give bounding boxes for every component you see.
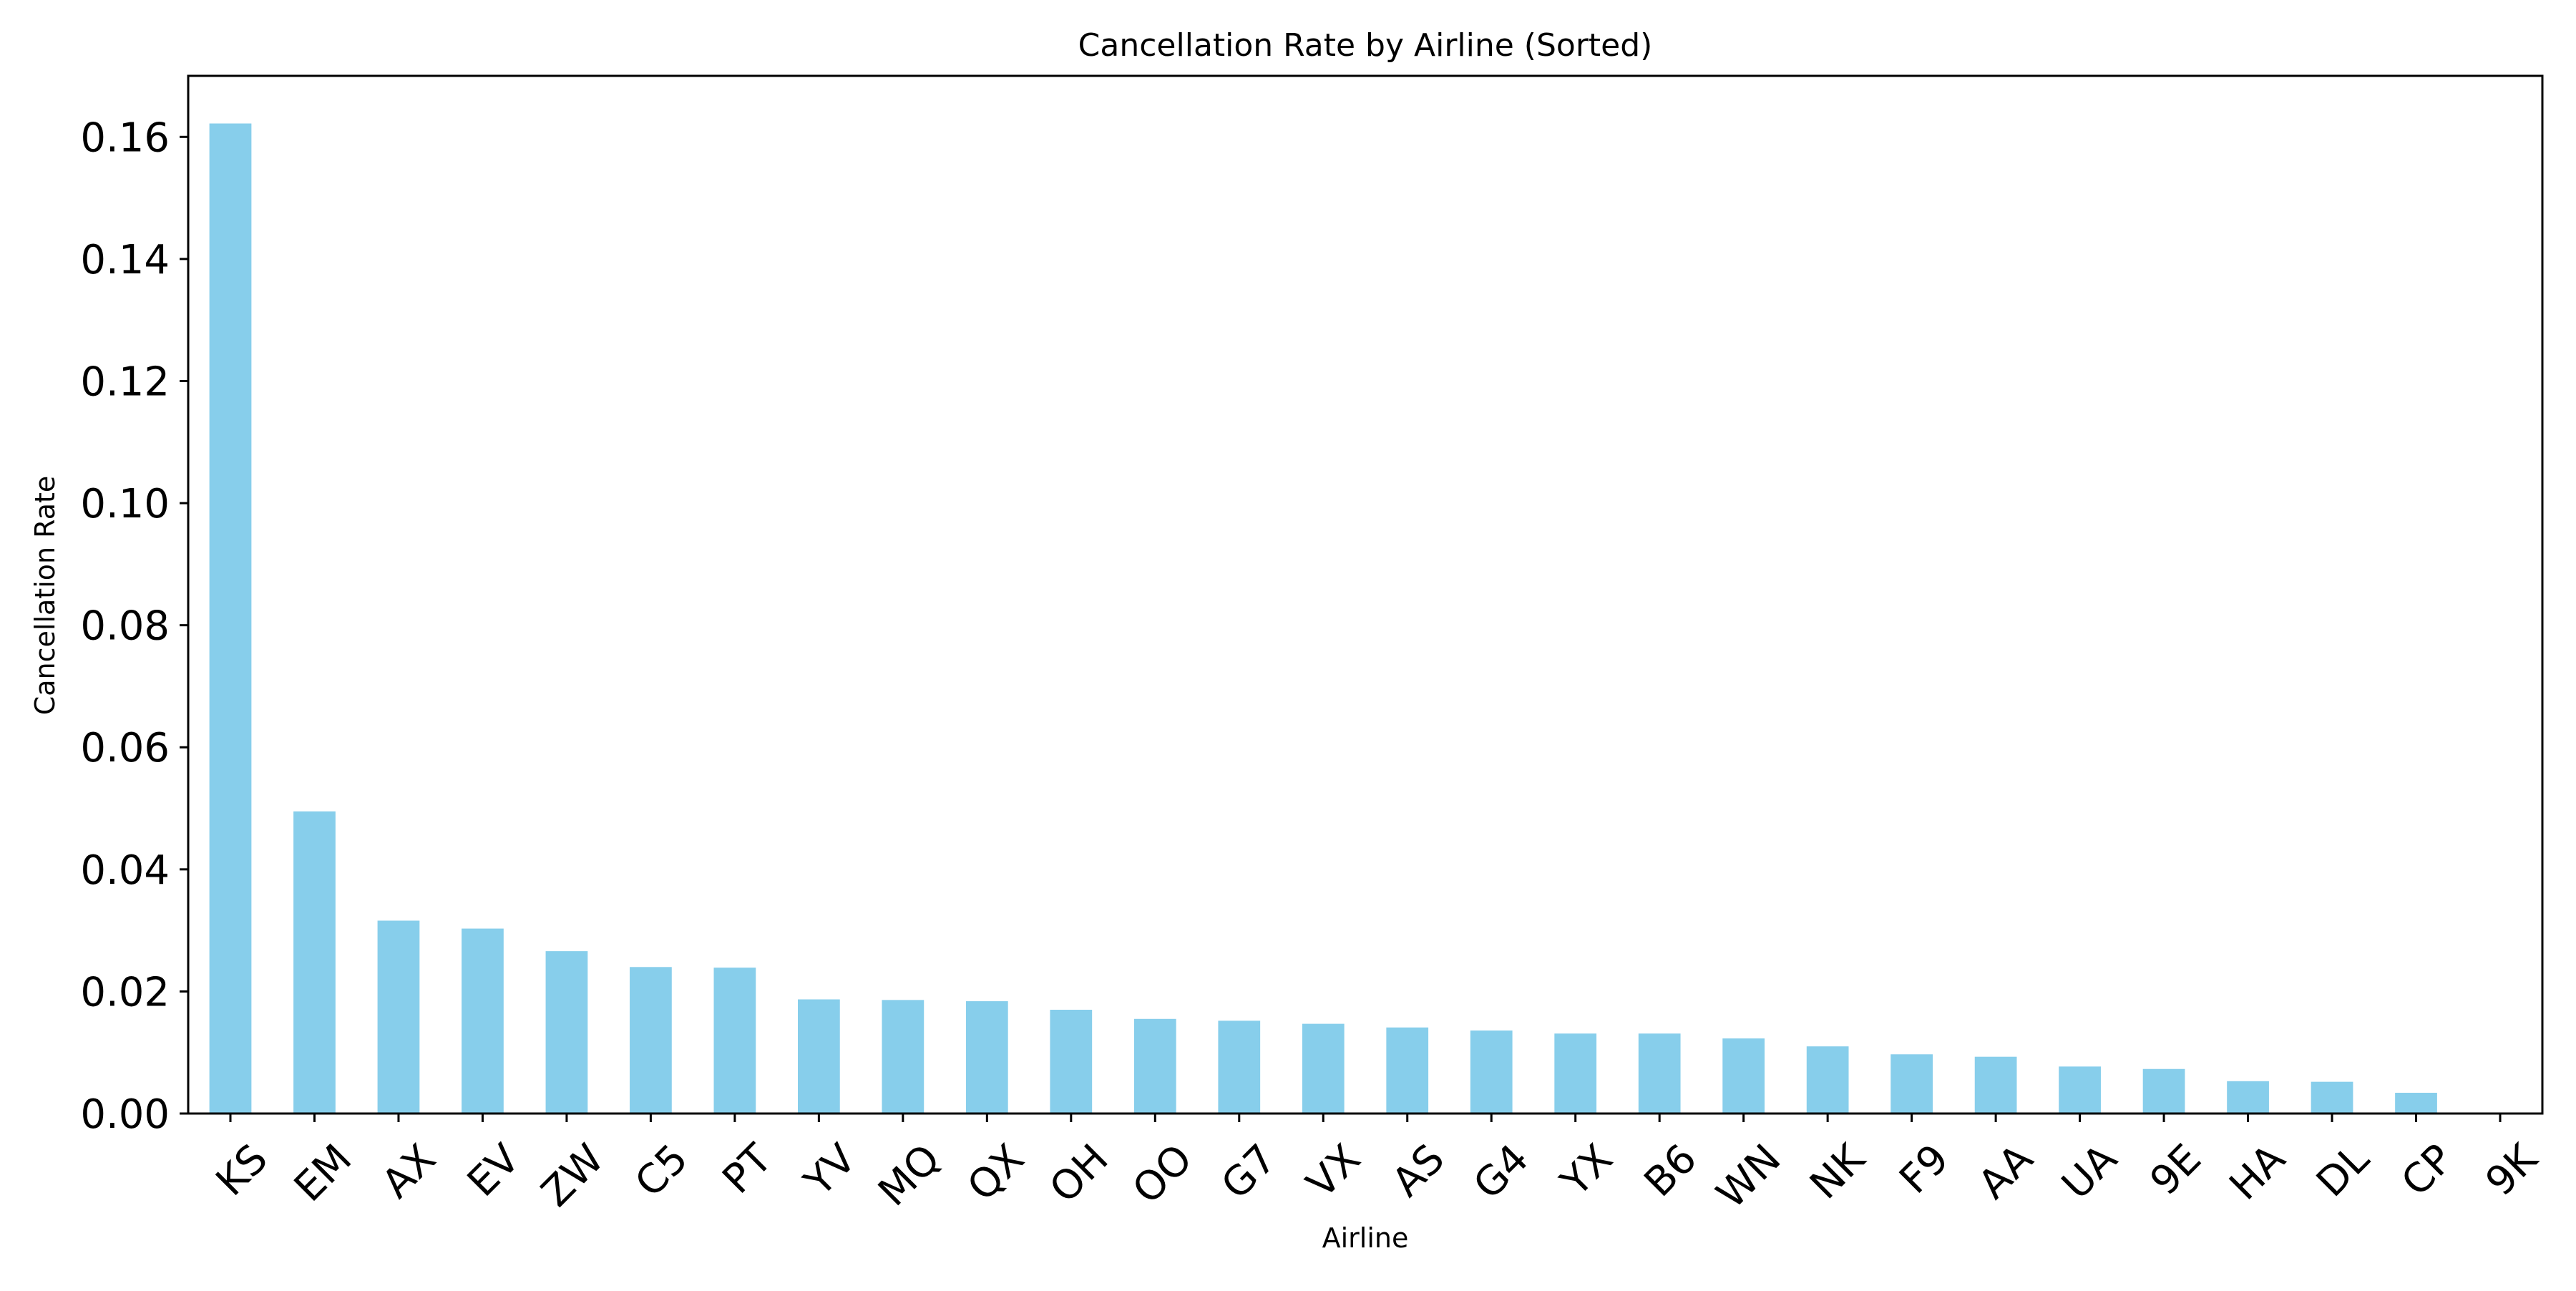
bar-VX (1302, 1023, 1345, 1114)
x-tick-label-OO: OO (1124, 1136, 1201, 1213)
bar-DL (2311, 1081, 2353, 1114)
bar-MQ (882, 1000, 924, 1114)
x-tick-label-NK: NK (1801, 1135, 1874, 1208)
bar-9E (2142, 1068, 2185, 1114)
y-tick-label: 0.14 (80, 237, 170, 283)
bar-NK (1806, 1046, 1849, 1114)
bar-HA (2227, 1081, 2269, 1114)
bar-ZW (545, 951, 588, 1114)
bars-group (209, 123, 2437, 1114)
y-tick-label: 0.16 (80, 115, 170, 161)
x-tick-label-WN: WN (1708, 1136, 1790, 1218)
bar-AA (1974, 1056, 2017, 1114)
x-tick-label-EV: EV (459, 1136, 529, 1206)
bar-PT (713, 968, 756, 1114)
bar-EM (293, 811, 336, 1114)
x-tick-label-9K: 9K (2477, 1135, 2547, 1205)
x-tick-label-G7: G7 (1213, 1136, 1286, 1209)
x-tick-label-B6: B6 (1636, 1136, 1706, 1206)
x-tick-label-F9: F9 (1890, 1136, 1958, 1203)
x-ticks-group: KS EM AX EV ZW C5 PT YV MQ QX OH OO G7 VX AS G4 YX B6 WN NK… (208, 1114, 2547, 1218)
x-tick-label-VX: VX (1298, 1136, 1370, 1207)
x-tick-label-G4: G4 (1465, 1136, 1538, 1209)
bar-AS (1386, 1027, 1429, 1114)
x-tick-label-QX: QX (959, 1136, 1033, 1210)
bar-OH (1050, 1010, 1093, 1114)
y-tick-label: 0.02 (80, 969, 170, 1015)
y-tick-label: 0.04 (80, 847, 170, 894)
x-axis-label: Airline (1322, 1222, 1409, 1254)
x-tick-label-AX: AX (374, 1136, 445, 1207)
y-ticks-group: 0.00 0.02 0.04 0.06 0.08 0.10 0.12 0.14 0.16 (80, 115, 188, 1138)
bar-KS (209, 123, 252, 1114)
bar-WN (1722, 1038, 1765, 1114)
bar-F9 (1890, 1054, 1933, 1114)
y-tick-label: 0.08 (80, 603, 170, 650)
x-tick-label-CP: CP (2393, 1136, 2462, 1205)
bar-G4 (1470, 1031, 1513, 1114)
y-tick-label: 0.10 (80, 481, 170, 527)
bar-OO (1133, 1018, 1176, 1114)
x-tick-label-OH: OH (1041, 1136, 1118, 1212)
bar-EV (462, 928, 504, 1114)
x-tick-label-YV: YV (795, 1136, 865, 1206)
x-tick-label-C5: C5 (626, 1136, 697, 1207)
x-tick-label-AS: AS (1383, 1136, 1453, 1206)
bar-QX (965, 1001, 1008, 1114)
y-tick-label: 0.12 (80, 359, 170, 405)
x-tick-label-MQ: MQ (869, 1136, 949, 1215)
bar-C5 (630, 967, 672, 1114)
y-tick-label: 0.06 (80, 725, 170, 771)
chart-title: Cancellation Rate by Airline (Sorted) (1078, 27, 1653, 64)
x-tick-label-YX: YX (1551, 1136, 1621, 1206)
bar-G7 (1218, 1020, 1261, 1114)
x-tick-label-9E: 9E (2142, 1136, 2210, 1204)
y-axis-label: Cancellation Rate (29, 476, 61, 716)
x-tick-label-PT: PT (714, 1135, 782, 1203)
x-tick-label-ZW: ZW (532, 1136, 613, 1216)
x-tick-label-EM: EM (286, 1136, 361, 1211)
bar-AX (377, 920, 420, 1114)
x-tick-label-KS: KS (208, 1136, 277, 1205)
bar-UA (2059, 1066, 2101, 1114)
bar-YV (798, 999, 840, 1114)
x-tick-label-AA: AA (1970, 1136, 2042, 1208)
bar-CP (2395, 1093, 2437, 1114)
x-tick-label-UA: UA (2053, 1136, 2126, 1209)
x-tick-label-DL: DL (2308, 1136, 2379, 1207)
bar-B6 (1638, 1033, 1681, 1114)
bar-YX (1554, 1033, 1597, 1114)
x-tick-label-HA: HA (2221, 1136, 2295, 1209)
plot-frame (187, 74, 2544, 1115)
y-tick-label: 0.00 (80, 1091, 170, 1138)
